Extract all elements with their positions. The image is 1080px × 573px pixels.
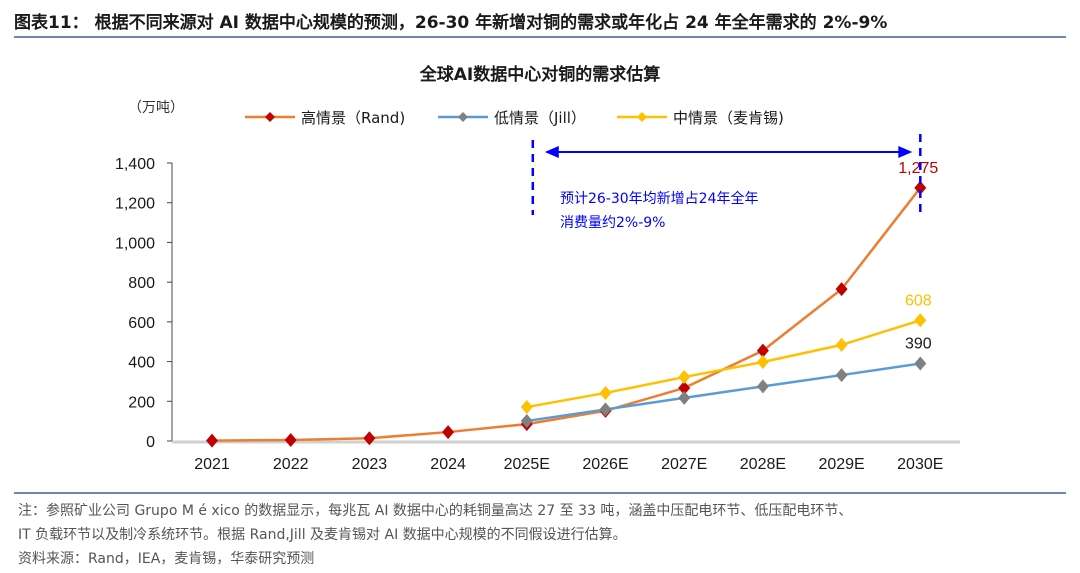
arrow-head-left <box>544 146 559 158</box>
note-line-1: 注：参照矿业公司 Grupo M é xico 的数据显示，每兆瓦 AI 数据中… <box>18 503 853 519</box>
data-point <box>835 368 848 383</box>
data-point <box>284 433 297 448</box>
annotation-text: 预计26-30年均新增占24年全年 <box>560 190 759 207</box>
legend-marker <box>637 112 647 122</box>
x-tick-label: 2025E <box>504 456 550 473</box>
x-tick-label: 2030E <box>897 456 943 473</box>
header-divider <box>14 36 1066 38</box>
data-point <box>678 390 691 405</box>
x-tick-label: 2028E <box>740 456 786 473</box>
legend-marker <box>265 112 275 122</box>
data-point <box>520 400 533 415</box>
data-point <box>914 313 927 328</box>
legend-label: 高情景（Rand) <box>301 109 405 127</box>
x-tick-label: 2021 <box>194 456 230 473</box>
note-line-2: IT 负载环节以及制冷系统环节。根据 Rand,Jill 及麦肯锡对 AI 数据… <box>18 527 627 543</box>
data-point <box>442 425 455 440</box>
y-tick-label: 200 <box>128 394 155 411</box>
data-point <box>835 337 848 352</box>
y-tick-label: 1,400 <box>115 156 155 173</box>
x-tick-label: 2023 <box>352 456 388 473</box>
legend-label: 中情景（麦肯锡) <box>673 109 784 127</box>
legend-label: 低情景（Jill） <box>494 109 586 127</box>
y-tick-label: 400 <box>128 355 155 372</box>
figure-header: 图表11： 根据不同来源对 AI 数据中心规模的预测，26-30 年新增对铜的需… <box>14 13 888 33</box>
data-point <box>756 379 769 394</box>
y-tick-label: 0 <box>146 434 155 451</box>
chart-title: 全球AI数据中心对铜的需求估算 <box>419 64 660 85</box>
legend-marker <box>458 112 468 122</box>
annotation-text: 消费量约2%-9% <box>560 215 665 231</box>
x-tick-label: 2026E <box>582 456 628 473</box>
data-point <box>756 343 769 358</box>
line-chart: 全球AI数据中心对铜的需求估算 （万吨） 0 200 400 600 800 1,000 1,2… <box>115 64 960 473</box>
series-line <box>526 362 921 423</box>
x-tick-label: 2022 <box>273 456 309 473</box>
x-tick-label: 2029E <box>818 456 864 473</box>
data-label: 390 <box>905 336 932 353</box>
data-point <box>914 180 927 195</box>
data-point <box>206 433 218 448</box>
data-label: 1,275 <box>898 160 938 177</box>
data-point <box>363 431 376 446</box>
x-tick-label: 2024 <box>430 456 466 473</box>
y-tick-label: 1,200 <box>115 196 155 213</box>
data-point <box>835 282 848 297</box>
data-point <box>914 356 927 371</box>
footer-divider <box>14 492 1066 494</box>
series-line <box>526 319 921 409</box>
data-point <box>678 380 691 395</box>
data-point <box>520 413 533 428</box>
series-line <box>211 187 922 442</box>
data-label: 608 <box>905 292 932 309</box>
source-line: 资料来源：Rand，IEA，麦肯锡，华泰研究预测 <box>18 551 315 567</box>
data-point <box>678 370 691 385</box>
data-point <box>599 385 612 400</box>
y-tick-label: 600 <box>128 315 155 332</box>
x-tick-label: 2027E <box>661 456 707 473</box>
arrow-head-right <box>898 146 913 158</box>
y-tick-label: 800 <box>128 275 155 292</box>
y-tick-label: 1,000 <box>115 235 155 252</box>
y-axis-unit: （万吨） <box>128 100 184 116</box>
data-point <box>756 354 769 369</box>
data-point <box>599 402 612 417</box>
